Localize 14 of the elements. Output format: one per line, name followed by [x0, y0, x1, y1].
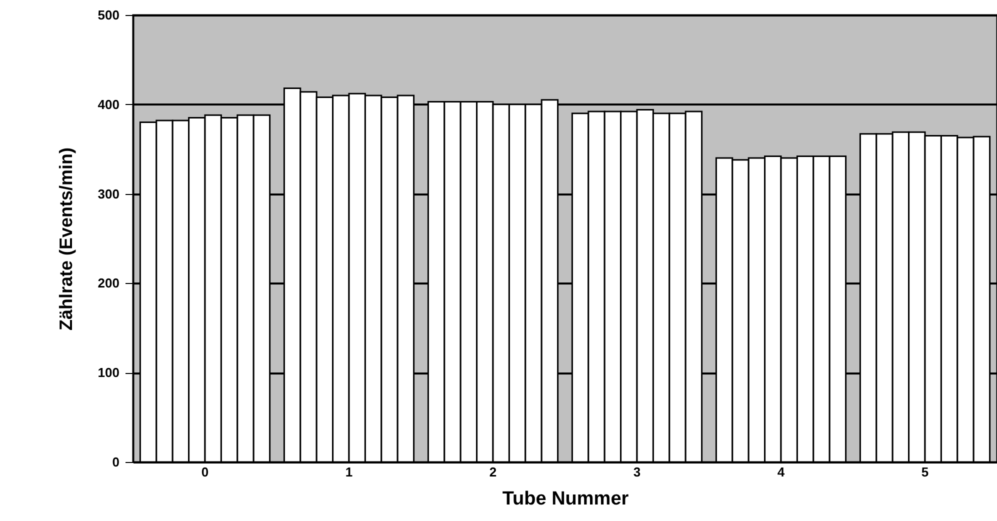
x-tick-label: 5: [921, 464, 929, 480]
y-tick-label: 100: [98, 365, 120, 380]
x-axis-title: Tube Nummer: [502, 488, 630, 510]
y-tick-label: 400: [98, 96, 120, 112]
y-axis-title: Zählrate (Events/min): [56, 147, 76, 331]
y-tick-label: 500: [98, 8, 120, 22]
x-tick-label: 4: [777, 464, 786, 480]
x-tick-label: 2: [489, 464, 497, 480]
x-tick-label: 0: [201, 464, 209, 480]
y-tick-label: 0: [112, 454, 120, 470]
x-tick-label: 1: [345, 464, 353, 480]
y-tick-label: 200: [98, 276, 120, 291]
y-tick-label: 300: [98, 186, 120, 202]
x-tick-label: 3: [633, 464, 641, 480]
